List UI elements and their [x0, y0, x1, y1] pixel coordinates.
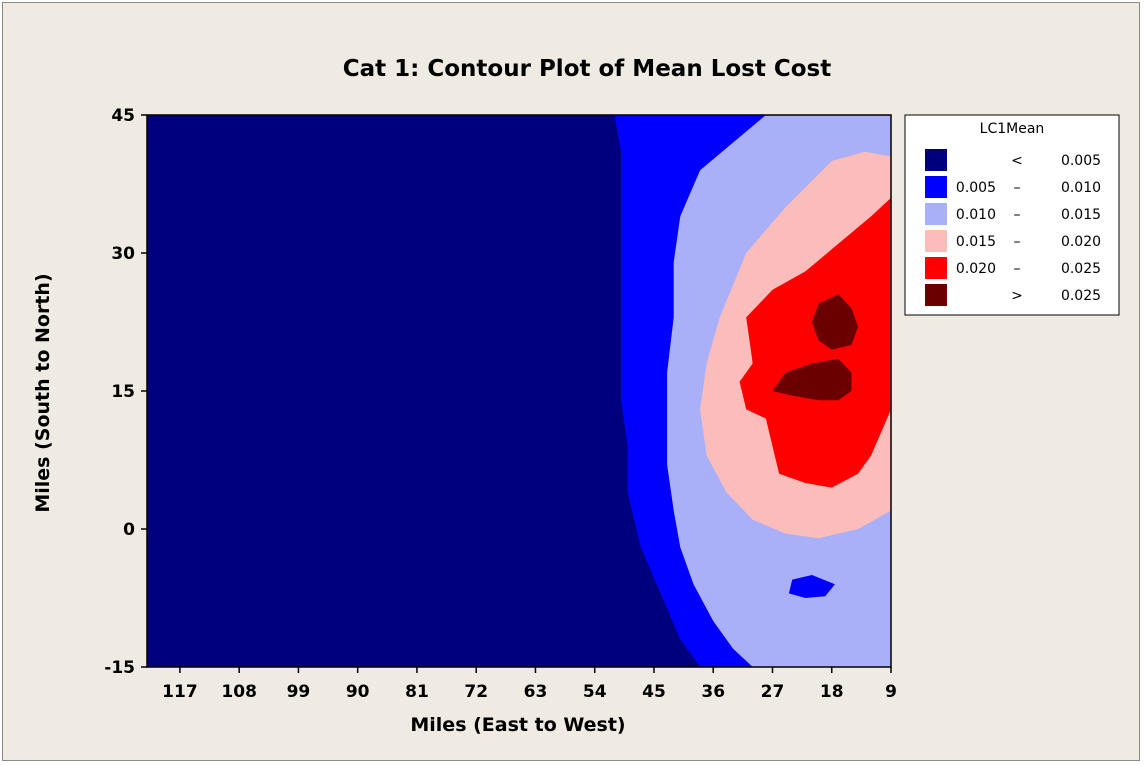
- y-tick-label: -15: [104, 658, 135, 678]
- legend-high: 0.020: [1061, 234, 1101, 250]
- legend-high: 0.025: [1061, 261, 1101, 277]
- plot-area: [146, 114, 892, 668]
- legend-swatch: [925, 149, 947, 171]
- chart-title: Cat 1: Contour Plot of Mean Lost Cost: [343, 56, 831, 82]
- x-tick-label: 54: [583, 682, 607, 702]
- contour-regions: [614, 115, 891, 667]
- legend-entries: <0.005 0.005 – 0.010 0.010 – 0.015 0.015 – 0.020 0…: [925, 149, 1101, 306]
- x-axis: 117 108 99 90 81 72 63 54 45 36 27 18 9: [162, 667, 897, 702]
- contour-region-5: [772, 358, 852, 401]
- y-axis: 45 30 15 0 -15: [104, 106, 147, 678]
- y-tick-label: 0: [123, 520, 135, 540]
- y-tick-label: 45: [111, 106, 135, 126]
- contour-chart: Cat 1: Contour Plot of Mean Lost Cost 11…: [32, 56, 1120, 736]
- x-tick-label: 63: [524, 682, 548, 702]
- x-tick-label: 36: [701, 682, 725, 702]
- y-axis-label: Miles (South to North): [32, 273, 54, 512]
- x-tick-label: 117: [162, 682, 198, 702]
- legend-operator: –: [1014, 234, 1021, 250]
- legend-operator: <: [1011, 153, 1023, 169]
- y-tick-label: 30: [111, 244, 135, 264]
- legend: LC1Mean <0.005 0.005 – 0.010 0.010 – 0.015 0.01…: [904, 114, 1120, 316]
- legend-swatch: [925, 176, 947, 198]
- x-tick-label: 9: [885, 682, 897, 702]
- legend-low: 0.020: [956, 261, 996, 277]
- x-tick-label: 108: [221, 682, 257, 702]
- legend-swatch: [925, 257, 947, 279]
- legend-high: 0.025: [1061, 288, 1101, 304]
- legend-high: 0.015: [1061, 207, 1101, 223]
- legend-swatch: [925, 203, 947, 225]
- contour-region-6: [788, 575, 835, 598]
- x-tick-label: 27: [761, 682, 785, 702]
- legend-operator: –: [1014, 207, 1021, 223]
- legend-low: 0.015: [956, 234, 996, 250]
- legend-operator: –: [1014, 261, 1021, 277]
- legend-title: LC1Mean: [980, 121, 1045, 137]
- legend-swatch: [925, 284, 947, 306]
- contour-region-3: [739, 197, 891, 488]
- legend-operator: –: [1014, 180, 1021, 196]
- legend-low: 0.010: [956, 207, 996, 223]
- legend-swatch: [925, 230, 947, 252]
- x-tick-label: 81: [405, 682, 429, 702]
- contour-region-4: [812, 294, 859, 350]
- x-tick-label: 45: [642, 682, 666, 702]
- legend-operator: >: [1011, 288, 1023, 304]
- x-tick-label: 72: [464, 682, 488, 702]
- x-tick-label: 99: [287, 682, 311, 702]
- x-tick-label: 18: [820, 682, 844, 702]
- legend-high: 0.010: [1061, 180, 1101, 196]
- legend-high: 0.005: [1061, 153, 1101, 169]
- y-tick-label: 15: [111, 382, 135, 402]
- x-axis-label: Miles (East to West): [410, 714, 625, 736]
- legend-low: 0.005: [956, 180, 996, 196]
- x-tick-label: 90: [346, 682, 370, 702]
